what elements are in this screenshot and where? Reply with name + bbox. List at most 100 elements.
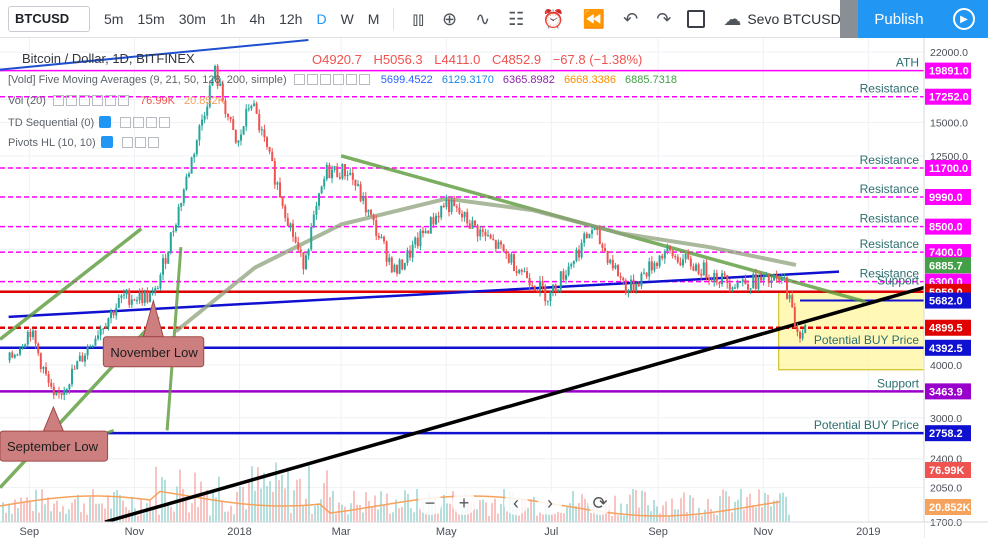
candle-body xyxy=(206,106,209,116)
volume-bar xyxy=(71,502,73,522)
play-icon: ▶ xyxy=(953,8,975,30)
candle-body xyxy=(559,271,562,290)
candle-body xyxy=(63,390,66,396)
level-label: Support xyxy=(877,376,920,390)
interval-1h[interactable]: 1h xyxy=(219,10,236,27)
candle-body xyxy=(271,151,274,162)
candle-body xyxy=(232,119,235,130)
volume-bar xyxy=(68,509,70,522)
candle-body xyxy=(120,295,123,299)
volume-bar xyxy=(98,503,100,522)
replay-icon[interactable]: ⏪ xyxy=(582,8,606,29)
interval-30m[interactable]: 30m xyxy=(178,10,206,27)
legend-buttons[interactable] xyxy=(120,117,172,129)
vol-legend[interactable]: Vol (20) 76.99K 20.852K xyxy=(8,95,225,107)
volume-bar xyxy=(608,504,610,522)
candle-body xyxy=(767,273,770,284)
scroll-left-button[interactable]: ‹ xyxy=(504,491,528,515)
volume-bar xyxy=(272,491,274,522)
volume-bar xyxy=(518,515,520,522)
interval-4h[interactable]: 4h xyxy=(249,10,266,27)
alert-clock-icon[interactable]: ⏰ xyxy=(542,8,565,29)
volume-bar xyxy=(500,503,502,522)
eye-icon[interactable] xyxy=(100,136,113,148)
legend-buttons[interactable] xyxy=(121,137,161,149)
volume-bar xyxy=(386,493,388,522)
volume-bar xyxy=(113,491,115,522)
interval-12h[interactable]: 12h xyxy=(279,10,303,27)
annotation-text: November Low xyxy=(110,345,198,360)
redo-icon[interactable]: ↷ xyxy=(656,8,672,29)
volume-bar xyxy=(41,489,43,522)
zoom-in-button[interactable]: + xyxy=(452,491,476,515)
candle-body xyxy=(778,277,781,281)
plus-circle-icon[interactable]: ⊕ xyxy=(441,8,458,29)
candle-body xyxy=(461,213,464,218)
cloud-icon[interactable]: ☁ xyxy=(723,8,742,29)
candle-body xyxy=(435,215,438,225)
volume-bar xyxy=(479,500,481,522)
candle-body xyxy=(193,154,196,158)
legend-buttons[interactable] xyxy=(52,95,131,107)
candle-body xyxy=(536,290,539,292)
long-trendline xyxy=(104,285,925,524)
candle-body xyxy=(721,273,724,285)
scroll-right-button[interactable]: › xyxy=(538,491,562,515)
chart-canvas[interactable]: ATH Resistance Resistance Resistance Resista… xyxy=(0,38,988,538)
candle-body xyxy=(679,262,682,266)
volume-bar xyxy=(590,513,592,522)
interval-d[interactable]: D xyxy=(316,10,327,27)
pivots-legend[interactable]: Pivots HL (10, 10) xyxy=(8,136,161,149)
volume-bar xyxy=(632,488,634,522)
time-axis-tick: Mar xyxy=(332,526,351,538)
volume-bar xyxy=(83,503,85,522)
reset-chart-button[interactable]: ⟳ xyxy=(588,491,612,515)
candle-body xyxy=(445,199,448,207)
candle-body xyxy=(476,225,479,237)
play-button[interactable]: ▶ xyxy=(940,0,988,38)
publish-button[interactable]: Publish xyxy=(858,0,940,38)
candle-body xyxy=(497,241,500,249)
interval-m[interactable]: M xyxy=(367,10,380,27)
legend-buttons[interactable] xyxy=(293,74,372,86)
price-axis-tick: 15000.0 xyxy=(930,117,968,129)
candle-body xyxy=(294,236,297,243)
interval-15m[interactable]: 15m xyxy=(137,10,165,27)
interval-5m[interactable]: 5m xyxy=(104,10,124,27)
ma-legend[interactable]: [Vold] Five Moving Averages (9, 21, 50, … xyxy=(8,74,677,86)
eye-icon[interactable] xyxy=(99,116,112,128)
interval-w[interactable]: W xyxy=(340,10,354,27)
candle-body xyxy=(177,206,180,225)
candle-body xyxy=(453,200,456,207)
fullscreen-icon[interactable] xyxy=(687,9,706,28)
pivots-legend-label: Pivots HL (10, 10) xyxy=(8,137,96,149)
volume-bar xyxy=(743,509,745,522)
symbol-search-box[interactable]: BTCUSD xyxy=(8,5,90,32)
price-axis-tick: 22000.0 xyxy=(930,47,968,59)
volume-bar xyxy=(311,514,313,522)
candle-body xyxy=(310,226,313,250)
candle-body xyxy=(575,249,578,261)
saved-layout-name[interactable]: Sevo BTCUSD xyxy=(747,10,841,27)
volume-bar xyxy=(686,512,688,522)
candle-body xyxy=(432,216,435,225)
candle-body xyxy=(58,391,61,394)
price-chart[interactable]: ATH Resistance Resistance Resistance Resista… xyxy=(0,38,988,538)
candle-body xyxy=(411,244,414,258)
ohlc-low: L4411.0 xyxy=(434,52,481,67)
undo-icon[interactable]: ↶ xyxy=(623,8,639,29)
candle-body xyxy=(203,115,206,120)
wave-icon[interactable]: ∿ xyxy=(475,8,491,29)
template-icon[interactable]: ☷ xyxy=(508,8,525,29)
candle-body xyxy=(723,273,726,276)
candle-body xyxy=(632,279,635,291)
candle-body xyxy=(385,241,388,262)
td-legend[interactable]: TD Sequential (0) xyxy=(8,116,172,129)
candles-icon[interactable]: ⫾⫾ xyxy=(412,8,424,29)
volume-bar xyxy=(635,489,637,522)
zoom-out-button[interactable]: − xyxy=(418,491,442,515)
volume-bar xyxy=(284,488,286,522)
candle-body xyxy=(297,242,300,250)
candle-body xyxy=(237,140,240,143)
volume-bar xyxy=(152,509,154,522)
